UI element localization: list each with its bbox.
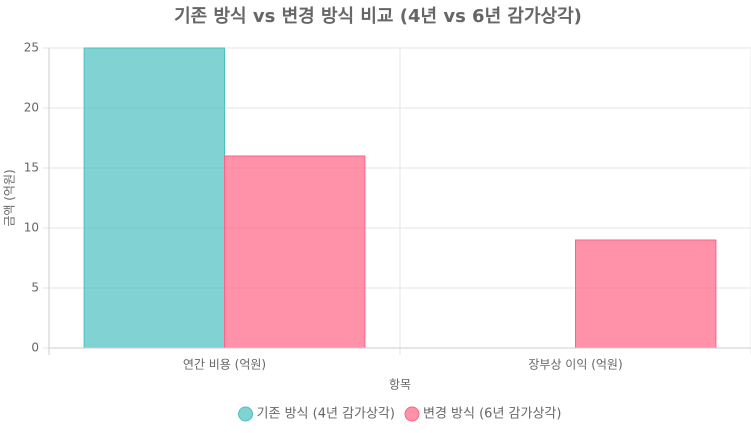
y-tick-label: 20: [24, 101, 39, 115]
legend-label: 기존 방식 (4년 감가상각): [257, 407, 395, 422]
y-tick-label: 10: [24, 221, 39, 235]
x-axis-label: 항목: [389, 378, 411, 392]
chart-title: 기존 방식 vs 변경 방식 비교 (4년 vs 6년 감가상각): [174, 6, 582, 27]
x-tick-label: 장부상 이익 (억원): [528, 358, 622, 372]
y-tick-label: 15: [24, 161, 39, 175]
bar: [224, 155, 366, 349]
y-tick-label: 25: [24, 41, 39, 55]
y-tick-label: 5: [31, 281, 39, 295]
legend-marker: [238, 406, 254, 422]
bar: [83, 47, 225, 349]
x-tick-label: 연간 비용 (억원): [183, 358, 266, 372]
legend-label: 변경 방식 (6년 감가상각): [423, 407, 561, 422]
y-tick-label: 0: [31, 341, 39, 355]
y-axis-label: 금액 (억원): [3, 169, 17, 226]
legend-marker: [404, 406, 420, 422]
bar: [575, 239, 717, 349]
